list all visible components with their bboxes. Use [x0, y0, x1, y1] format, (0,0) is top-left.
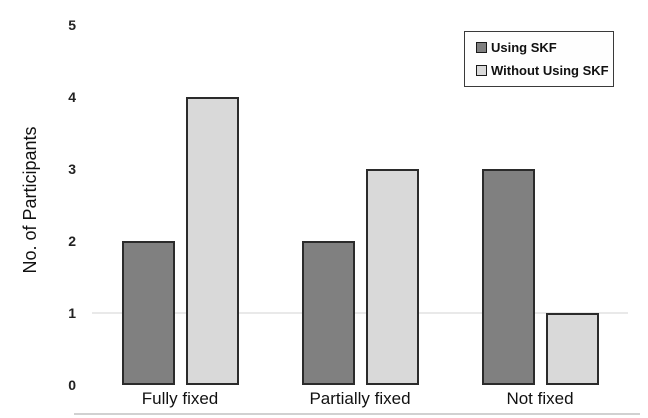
legend-item-using-skf: Using SKF: [476, 40, 613, 55]
x-category-label-not-fixed: Not fixed: [506, 389, 574, 408]
y-axis-ticks: 0 1 2 3 4 5: [40, 0, 76, 418]
y-tick-label-0: 0: [68, 377, 76, 393]
y-tick-label-4: 4: [68, 89, 76, 105]
bar-using-skf-partially-fixed: [301, 241, 355, 385]
legend-marker-without-using-skf-icon: [476, 65, 487, 76]
legend-label-using-skf: Using SKF: [491, 40, 557, 55]
plot-area: [90, 25, 630, 385]
x-category-label-fully-fixed: Fully fixed: [141, 389, 219, 408]
bar-using-skf-not-fixed: [481, 169, 535, 385]
legend-item-without-using-skf: Without Using SKF: [476, 63, 613, 78]
gridline-y-1: [92, 312, 628, 314]
x-category-label-partially-fixed: Partially fixed: [309, 389, 411, 408]
y-axis-title: No. of Participants: [20, 126, 40, 274]
bar-without-using-skf-fully-fixed: [185, 97, 239, 385]
legend-marker-using-skf-icon: [476, 42, 487, 53]
y-tick-label-1: 1: [68, 305, 76, 321]
figure-bottom-rule: [74, 413, 640, 415]
y-tick-label-3: 3: [68, 161, 76, 177]
y-tick-label-2: 2: [68, 233, 76, 249]
legend-label-without-using-skf: Without Using SKF: [491, 63, 609, 78]
y-tick-label-5: 5: [68, 17, 76, 33]
bar-without-using-skf-partially-fixed: [365, 169, 419, 385]
bar-using-skf-fully-fixed: [121, 241, 175, 385]
bar-without-using-skf-not-fixed: [545, 313, 599, 385]
legend: Using SKF Without Using SKF: [464, 31, 614, 87]
